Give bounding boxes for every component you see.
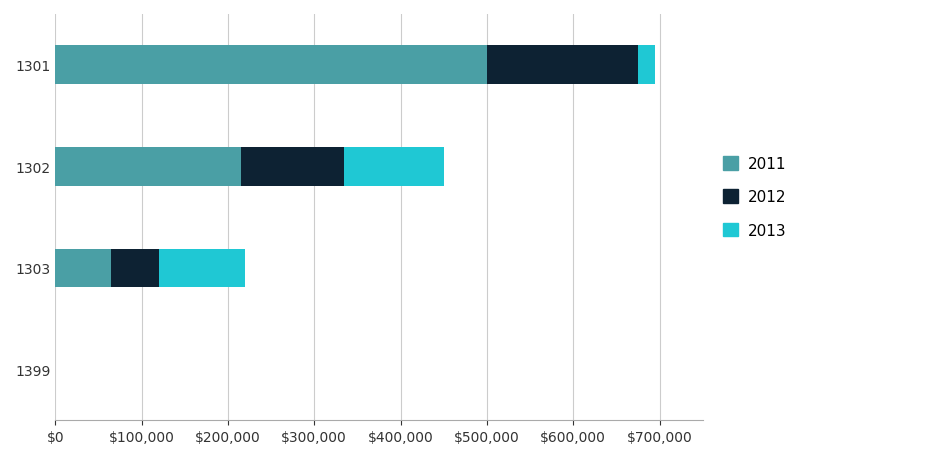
Legend: 2011, 2012, 2013: 2011, 2012, 2013 [716,151,791,244]
Bar [241,148,344,186]
Bar [55,148,241,186]
Bar [55,249,111,288]
Bar [111,249,159,288]
Bar [344,148,444,186]
Bar [486,46,637,85]
Bar [55,46,486,85]
Bar [637,46,654,85]
Bar [159,249,244,288]
